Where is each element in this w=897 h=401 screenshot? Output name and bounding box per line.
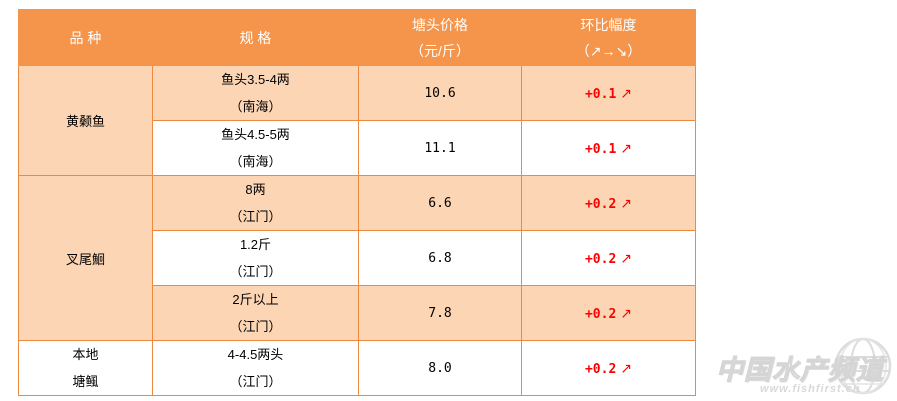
table-header-row: 品 种 规 格 塘头价格 （元/斤） 环比幅度 （↗→↘） — [18, 9, 696, 66]
header-species-label: 品 种 — [69, 29, 102, 46]
spec-size: 2斤以上 — [232, 292, 279, 307]
up-arrow-icon: ↗ — [620, 359, 633, 376]
spec-cell: 8两 （江门） — [152, 175, 359, 231]
price-cell: 10.6 — [358, 65, 522, 121]
table-row: 1.2斤 （江门） 6.8 +0.2 ↗ — [19, 230, 696, 286]
header-change-arrows: （↗→↘） — [575, 42, 642, 59]
up-arrow-icon: ↗ — [620, 194, 633, 211]
change-value: +0.2 — [584, 361, 617, 377]
table-row: 黄颡鱼 鱼头3.5-4两 （南海） 10.6 +0.1 ↗ — [18, 65, 696, 176]
fish-price-table: 品 种 规 格 塘头价格 （元/斤） 环比幅度 （↗→↘） — [18, 9, 696, 396]
table-row: 2斤以上 （江门） 7.8 +0.2 ↗ — [19, 285, 696, 341]
species-cell: 本地 塘鲺 — [18, 340, 153, 396]
watermark-url: www.fishfirst.cn — [760, 383, 861, 395]
spec-size: 4-4.5两头 — [227, 347, 284, 362]
header-species: 品 种 — [18, 9, 153, 66]
globe-icon — [834, 337, 892, 395]
change-cell: +0.2 ↗ — [521, 340, 696, 396]
spec-cell: 鱼头3.5-4两 （南海） — [152, 65, 359, 121]
spec-cell: 4-4.5两头 （江门） — [152, 340, 359, 396]
header-price-unit: （元/斤） — [410, 42, 470, 59]
header-price: 塘头价格 （元/斤） — [358, 9, 522, 66]
price-cell: 7.8 — [358, 285, 522, 341]
change-value: +0.2 — [584, 306, 617, 322]
header-price-label: 塘头价格 — [412, 16, 468, 33]
spec-region: （南海） — [229, 99, 282, 114]
change-cell: +0.1 ↗ — [521, 65, 696, 121]
spec-size: 鱼头4.5-5两 — [221, 127, 290, 142]
change-cell: +0.2 ↗ — [521, 175, 696, 231]
species-cell: 叉尾鮰 — [18, 175, 153, 341]
spec-region: （江门） — [229, 374, 282, 389]
spec-size: 1.2斤 — [239, 237, 272, 252]
spec-cell: 2斤以上 （江门） — [152, 285, 359, 341]
change-cell: +0.1 ↗ — [521, 120, 696, 176]
price-cell: 6.8 — [358, 230, 522, 286]
price-cell: 6.6 — [358, 175, 522, 231]
price-cell: 11.1 — [358, 120, 522, 176]
species-cell: 黄颡鱼 — [18, 65, 153, 176]
spec-cell: 1.2斤 （江门） — [152, 230, 359, 286]
up-arrow-icon: ↗ — [620, 249, 633, 266]
price-cell: 8.0 — [358, 340, 522, 396]
species-line2: 塘鲺 — [72, 374, 99, 389]
spec-size: 鱼头3.5-4两 — [221, 72, 290, 87]
change-cell: +0.2 ↗ — [521, 285, 696, 341]
site-watermark: 中国水产频道 www.fishfirst.cn — [698, 334, 895, 400]
species-line1: 本地 — [72, 347, 99, 362]
spec-cell: 鱼头4.5-5两 （南海） — [152, 120, 359, 176]
table-row: 鱼头4.5-5两 （南海） 11.1 +0.1 ↗ — [19, 120, 696, 176]
change-value: +0.1 — [584, 141, 617, 157]
watermark-title: 中国水产频道 — [716, 355, 884, 386]
spec-size: 8两 — [245, 182, 266, 197]
up-arrow-icon: ↗ — [620, 139, 633, 156]
table-row: 叉尾鮰 8两 （江门） 6.6 +0.2 ↗ — [18, 175, 696, 341]
header-change-label: 环比幅度 — [580, 16, 637, 33]
change-value: +0.2 — [584, 196, 617, 212]
up-arrow-icon: ↗ — [620, 84, 633, 101]
spec-region: （南海） — [229, 154, 282, 169]
header-spec-label: 规 格 — [239, 29, 272, 46]
change-value: +0.1 — [584, 86, 617, 102]
spec-region: （江门） — [229, 319, 282, 334]
spec-region: （江门） — [229, 209, 282, 224]
up-arrow-icon: ↗ — [620, 304, 633, 321]
spec-region: （江门） — [229, 264, 282, 279]
table-row: 本地 塘鲺 4-4.5两头 （江门） 8.0 +0.2 ↗ — [18, 340, 696, 396]
header-change: 环比幅度 （↗→↘） — [521, 9, 696, 66]
header-spec: 规 格 — [152, 9, 359, 66]
change-cell: +0.2 ↗ — [521, 230, 696, 286]
change-value: +0.2 — [584, 251, 617, 267]
